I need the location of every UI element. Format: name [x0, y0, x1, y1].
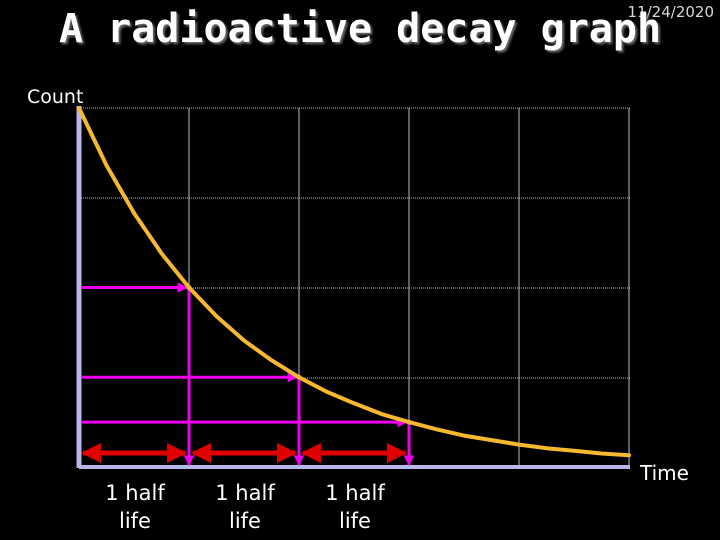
slide-title: A radioactive decay graph	[58, 6, 662, 52]
half-life-guides	[81, 282, 415, 467]
half-life-point-1	[186, 285, 192, 290]
half-life-label-3-line1: 1 half	[325, 481, 385, 505]
half-life-label-1: 1 half life	[80, 479, 190, 535]
decay-curve	[77, 106, 631, 458]
half-life-label-3: 1 half life	[300, 479, 410, 535]
grid-lines	[79, 107, 630, 467]
half-life-label-2: 1 half life	[190, 479, 300, 535]
half-life-point-3	[406, 419, 412, 425]
half-life-label-2-line2: life	[229, 509, 261, 533]
half-life-label-1-line1: 1 half	[105, 481, 165, 505]
slide-date: 11/24/2020	[627, 3, 714, 21]
y-axis-label: Count	[27, 86, 84, 108]
half-life-point-2	[296, 374, 302, 380]
decay-curve-layer	[77, 106, 631, 458]
half-life-label-3-line2: life	[339, 509, 371, 533]
half-life-label-1-line2: life	[119, 509, 151, 533]
half-life-label-2-line1: 1 half	[215, 481, 275, 505]
axes	[76, 106, 630, 469]
x-axis-label: Time	[640, 461, 689, 485]
